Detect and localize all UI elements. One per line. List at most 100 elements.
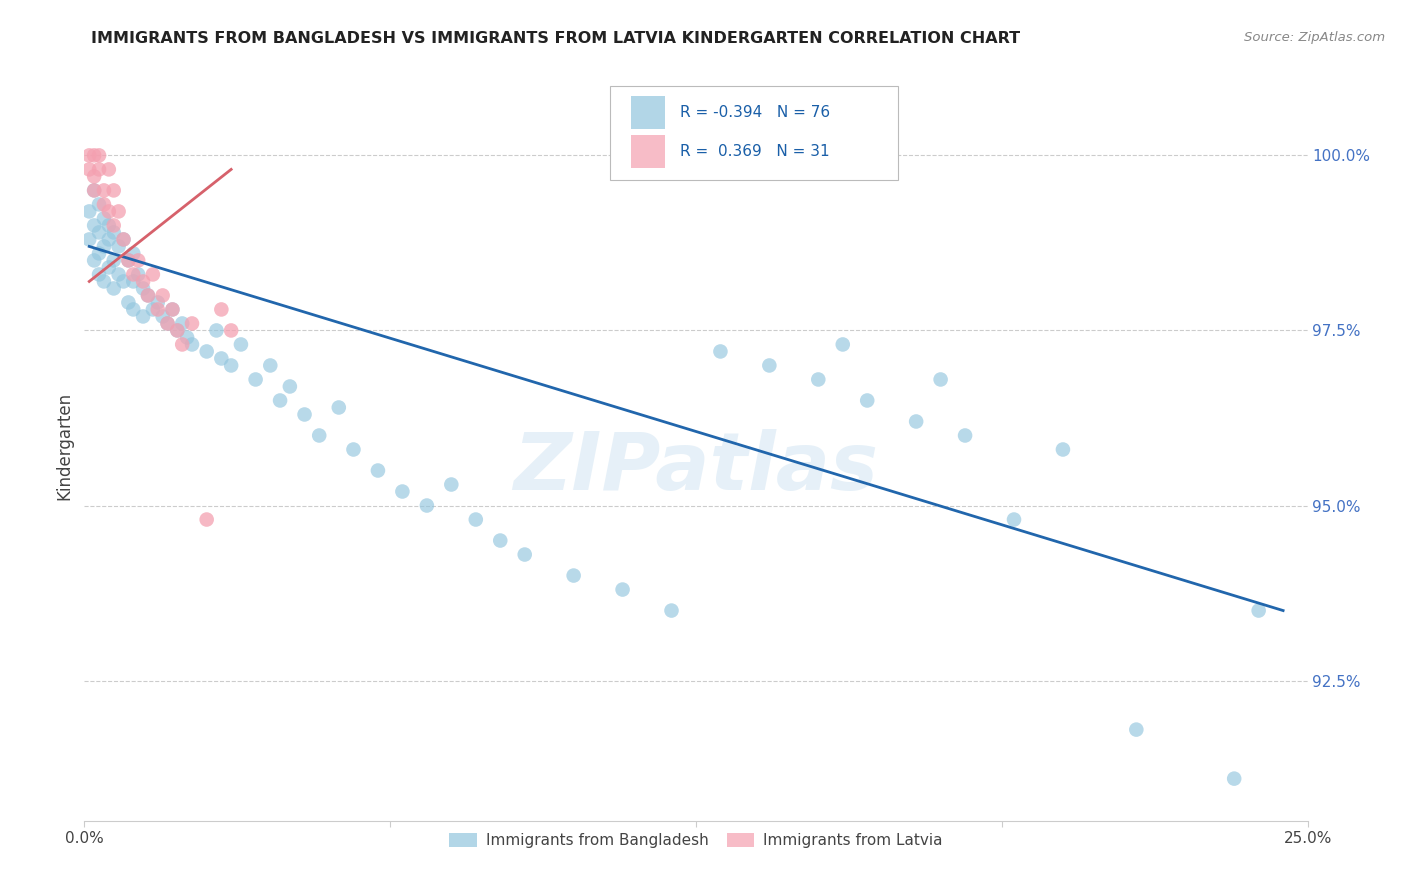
Point <box>136 288 159 302</box>
Point <box>1125 723 1147 737</box>
Point <box>93 197 115 211</box>
Point <box>122 302 145 317</box>
Text: Source: ZipAtlas.com: Source: ZipAtlas.com <box>1244 31 1385 45</box>
Point <box>142 268 165 282</box>
Point <box>1223 772 1246 786</box>
Point <box>77 148 100 162</box>
Point <box>93 183 115 197</box>
Point <box>342 442 364 457</box>
Point <box>209 351 232 366</box>
Point <box>905 415 928 429</box>
Point <box>117 253 139 268</box>
Point <box>181 337 204 351</box>
Point <box>83 169 105 184</box>
Point <box>93 275 115 289</box>
Point <box>612 582 634 597</box>
Bar <box>631 135 665 168</box>
Point <box>245 372 267 386</box>
Point <box>107 239 129 253</box>
Point <box>464 512 486 526</box>
Point <box>831 337 853 351</box>
Point <box>103 253 125 268</box>
Point <box>294 408 316 422</box>
Point <box>953 428 976 442</box>
Point <box>122 275 145 289</box>
Point <box>162 302 184 317</box>
Point <box>112 232 135 246</box>
Point <box>87 268 110 282</box>
Point <box>132 281 155 295</box>
Point <box>93 211 115 226</box>
Point <box>1002 512 1025 526</box>
Text: R =  0.369   N = 31: R = 0.369 N = 31 <box>681 144 830 159</box>
Point <box>562 568 585 582</box>
Y-axis label: Kindergarten: Kindergarten <box>55 392 73 500</box>
Point <box>205 323 228 337</box>
Point <box>308 428 330 442</box>
Point <box>209 302 232 317</box>
Point <box>83 148 105 162</box>
Point <box>83 183 105 197</box>
Point <box>97 219 120 233</box>
Point <box>269 393 291 408</box>
Point <box>83 253 105 268</box>
Point <box>856 393 879 408</box>
Point <box>103 219 125 233</box>
Point <box>328 401 350 415</box>
Point <box>77 204 100 219</box>
Point <box>122 246 145 260</box>
Point <box>103 183 125 197</box>
Point <box>513 548 536 562</box>
Point <box>83 219 105 233</box>
FancyBboxPatch shape <box>610 87 898 180</box>
Point <box>416 499 439 513</box>
Point <box>107 204 129 219</box>
Point <box>166 323 188 337</box>
Point <box>87 246 110 260</box>
Point <box>77 162 100 177</box>
Point <box>117 253 139 268</box>
Point <box>367 463 389 477</box>
Point <box>162 302 184 317</box>
Point <box>391 484 413 499</box>
Point <box>195 344 218 359</box>
Point <box>219 359 242 373</box>
Point <box>661 603 683 617</box>
Point <box>1247 603 1270 617</box>
Point <box>758 359 780 373</box>
Point <box>127 268 149 282</box>
Point <box>103 281 125 295</box>
Point <box>259 359 281 373</box>
Point <box>142 302 165 317</box>
Point <box>132 310 155 324</box>
Text: R = -0.394   N = 76: R = -0.394 N = 76 <box>681 105 830 120</box>
Point <box>176 330 198 344</box>
Point <box>112 275 135 289</box>
Point <box>172 317 194 331</box>
Legend: Immigrants from Bangladesh, Immigrants from Latvia: Immigrants from Bangladesh, Immigrants f… <box>443 827 949 855</box>
Point <box>127 253 149 268</box>
Point <box>97 162 120 177</box>
Point <box>77 232 100 246</box>
Point <box>97 260 120 275</box>
Point <box>156 317 179 331</box>
Point <box>229 337 252 351</box>
Point <box>107 268 129 282</box>
Point <box>489 533 512 548</box>
Point <box>440 477 463 491</box>
Point <box>152 288 174 302</box>
Bar <box>631 96 665 129</box>
Point <box>97 232 120 246</box>
Point <box>112 232 135 246</box>
Point <box>117 295 139 310</box>
Point <box>152 310 174 324</box>
Text: ZIPatlas: ZIPatlas <box>513 429 879 508</box>
Point <box>278 379 301 393</box>
Point <box>87 148 110 162</box>
Point <box>181 317 204 331</box>
Point <box>156 317 179 331</box>
Point <box>1052 442 1074 457</box>
Point <box>97 204 120 219</box>
Point <box>146 295 169 310</box>
Point <box>87 226 110 240</box>
